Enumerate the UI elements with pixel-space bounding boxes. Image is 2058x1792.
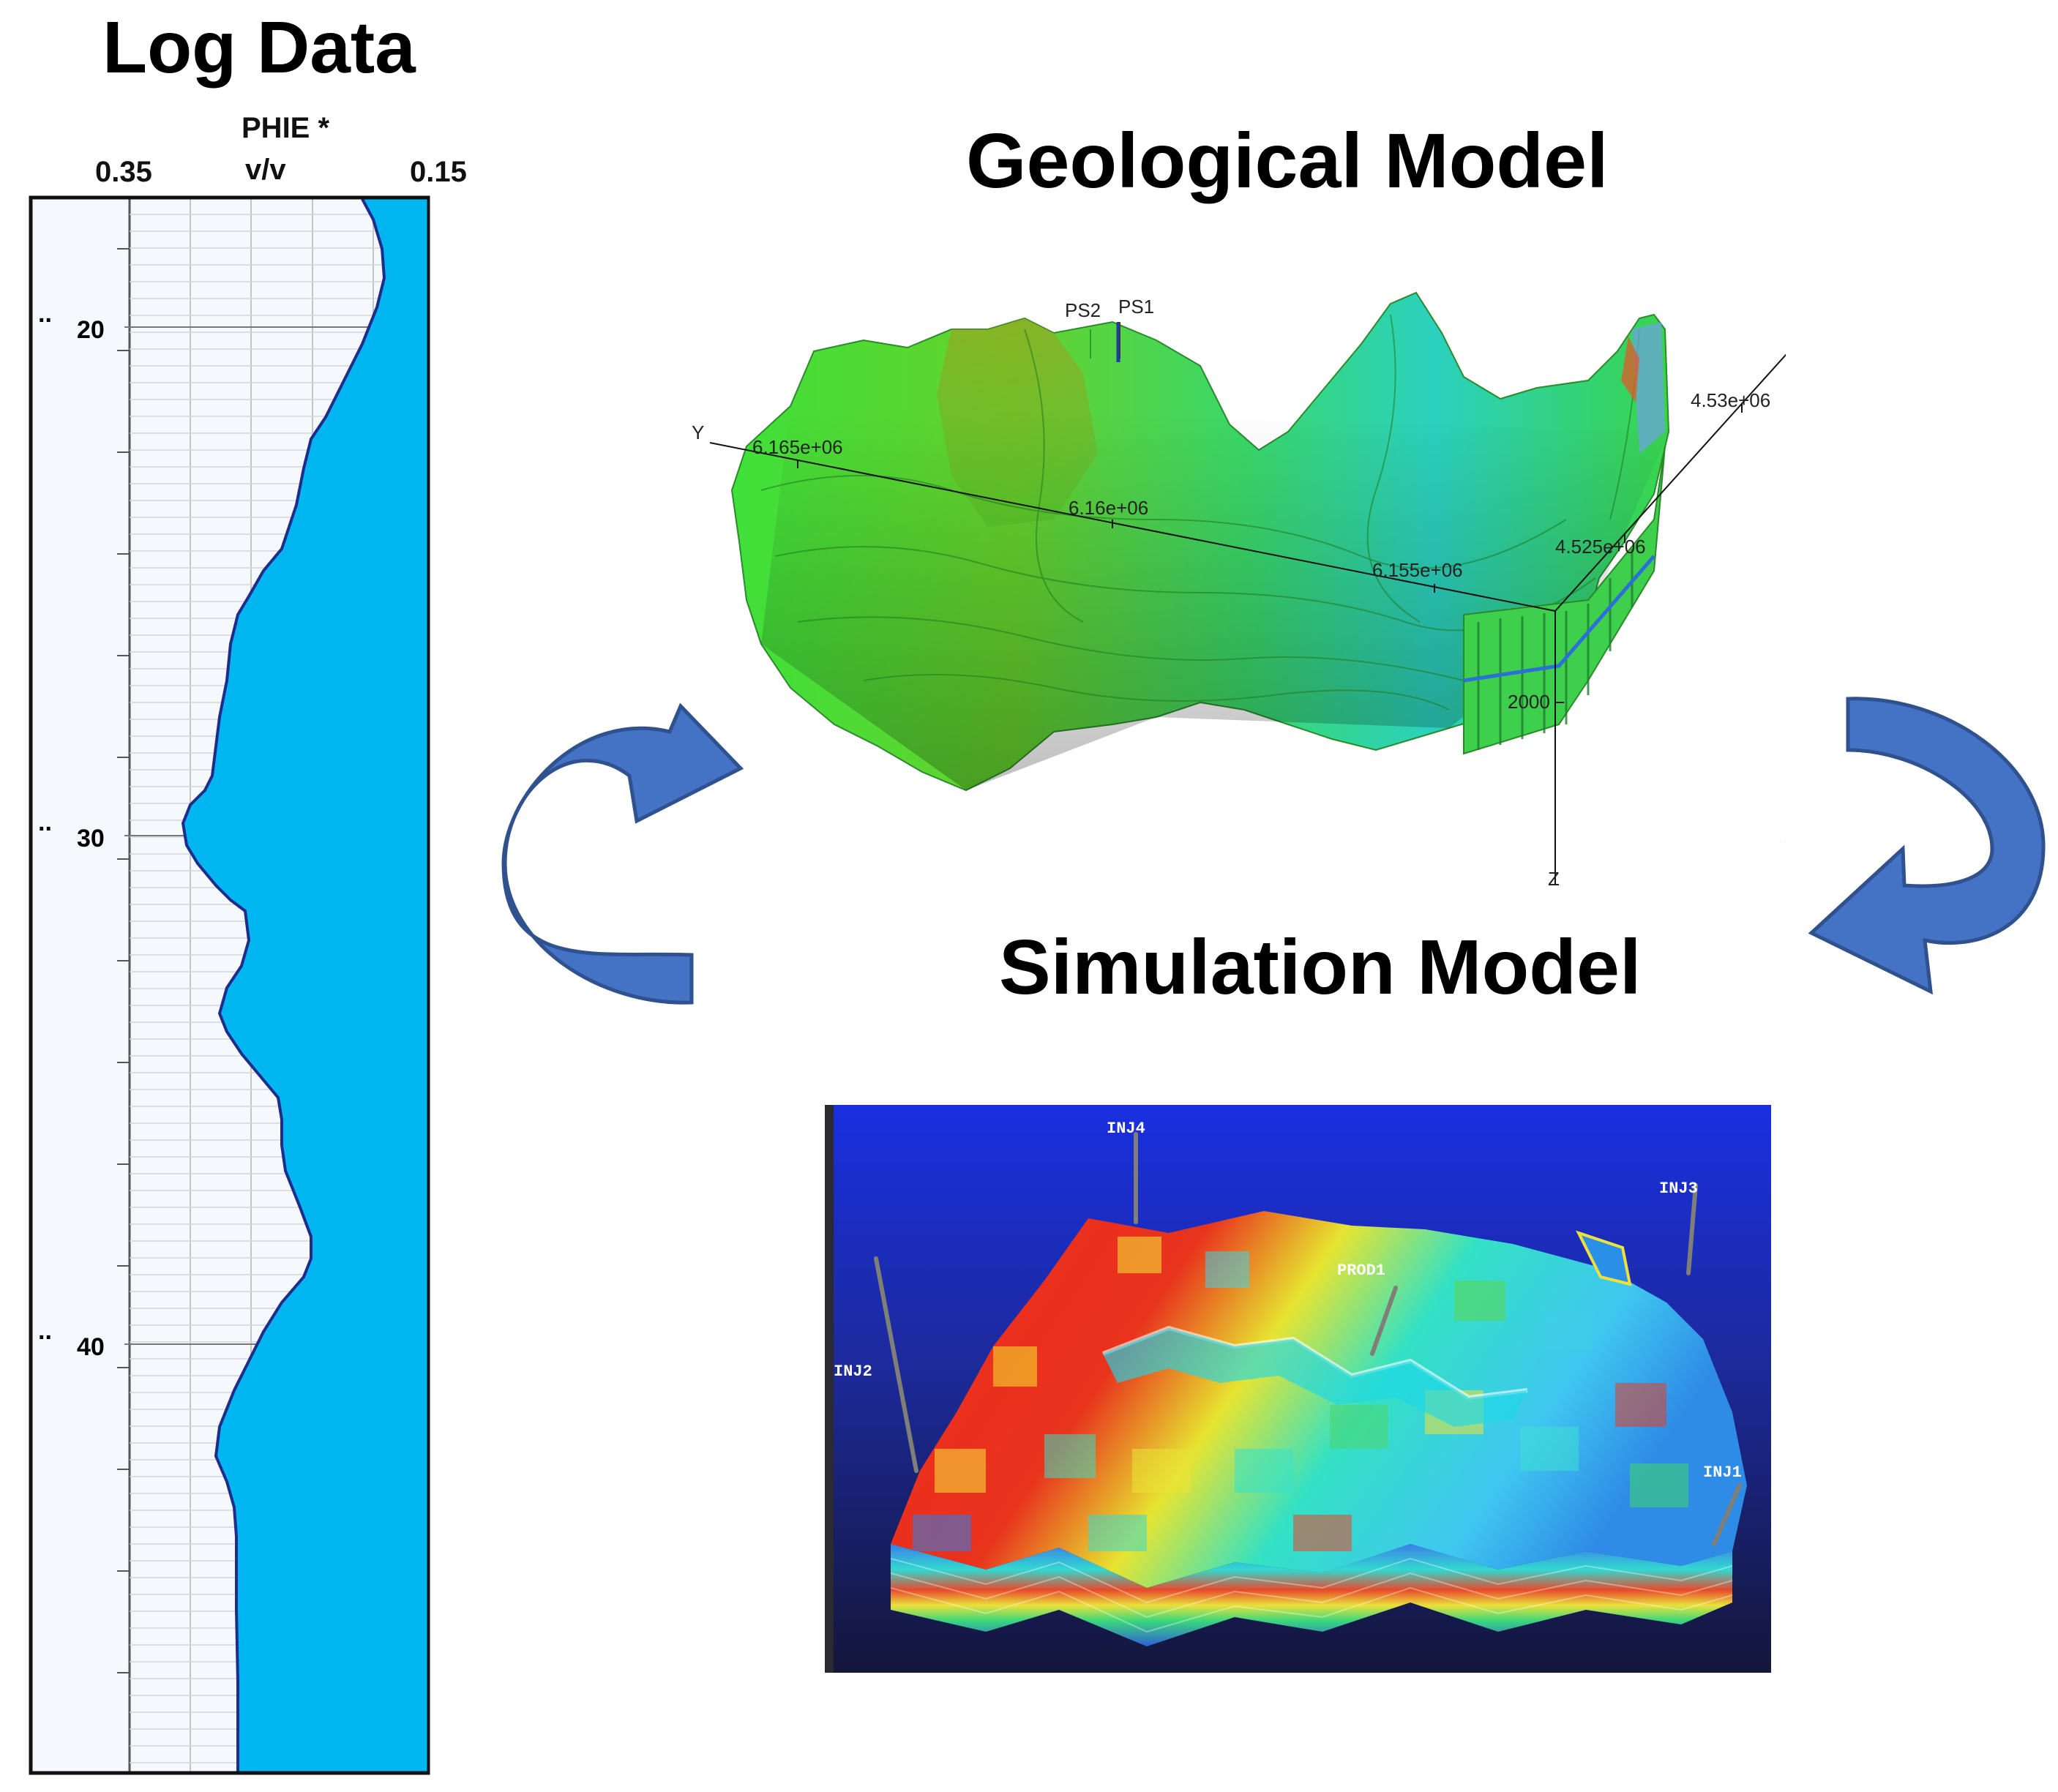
tick-label-x1: 4.53e+06: [1691, 389, 1770, 411]
log-curve-name: PHIE *: [242, 112, 330, 144]
log-track: .. .. .. 20 30 40: [29, 195, 430, 1775]
geological-model-view: PS1 PS2 Y X Z 6.165e+06 6.16e+06 6.155e+…: [692, 291, 1786, 890]
well-label-inj2: INJ2: [834, 1362, 872, 1381]
axis-label-z: Z: [1548, 868, 1560, 890]
porosity-fill: [183, 199, 428, 1772]
log-scale-left: 0.35: [95, 156, 152, 188]
porosity-curve: [181, 198, 386, 1772]
depth-label-40: 40: [77, 1333, 105, 1361]
depth-label-30: 30: [77, 825, 105, 852]
well-inj2: [874, 1256, 918, 1473]
depth-marker-3: ..: [38, 1317, 52, 1345]
well-prod1: [1370, 1286, 1398, 1356]
model-layers: [891, 1544, 1732, 1646]
depth-label-20: 20: [77, 316, 105, 344]
tick-label-y1: 6.165e+06: [752, 436, 843, 458]
simulation-model-view: INJ4 INJ3 PROD1 INJ2 INJ1: [825, 1105, 1771, 1673]
tick-label-y2: 6.16e+06: [1069, 497, 1148, 519]
grid-cells: [913, 1237, 1688, 1551]
well-label-inj4: INJ4: [1107, 1120, 1145, 1138]
simulation-model-title: Simulation Model: [999, 924, 1642, 1011]
log-data-title: Log Data: [102, 7, 416, 89]
well-label-inj1: INJ1: [1703, 1463, 1742, 1482]
log-curve-unit: v/v: [245, 154, 286, 186]
tick-label-x2: 4.525e+06: [1555, 536, 1646, 558]
axis-label-y: Y: [692, 421, 704, 443]
model-cross-section: [1463, 322, 1666, 755]
well-label-ps1: PS1: [1118, 296, 1154, 318]
depth-marker-2: ..: [38, 809, 52, 836]
well-label-prod1: PROD1: [1337, 1261, 1385, 1280]
cycle-arrow-right: [1808, 697, 2046, 995]
tick-label-y3: 6.155e+06: [1372, 559, 1463, 581]
depth-marker-1: ..: [38, 300, 52, 328]
axis-lines: [709, 353, 1786, 885]
geological-model-title: Geological Model: [966, 118, 1609, 204]
tick-label-z1: 2000: [1508, 691, 1550, 713]
top-surface: [891, 1211, 1747, 1588]
well-label-ps2: PS2: [1065, 299, 1101, 321]
well-label-inj3: INJ3: [1659, 1180, 1698, 1198]
well-inj3: [1686, 1183, 1698, 1275]
log-scale-right: 0.15: [410, 156, 467, 188]
well-inj1: [1712, 1483, 1742, 1546]
